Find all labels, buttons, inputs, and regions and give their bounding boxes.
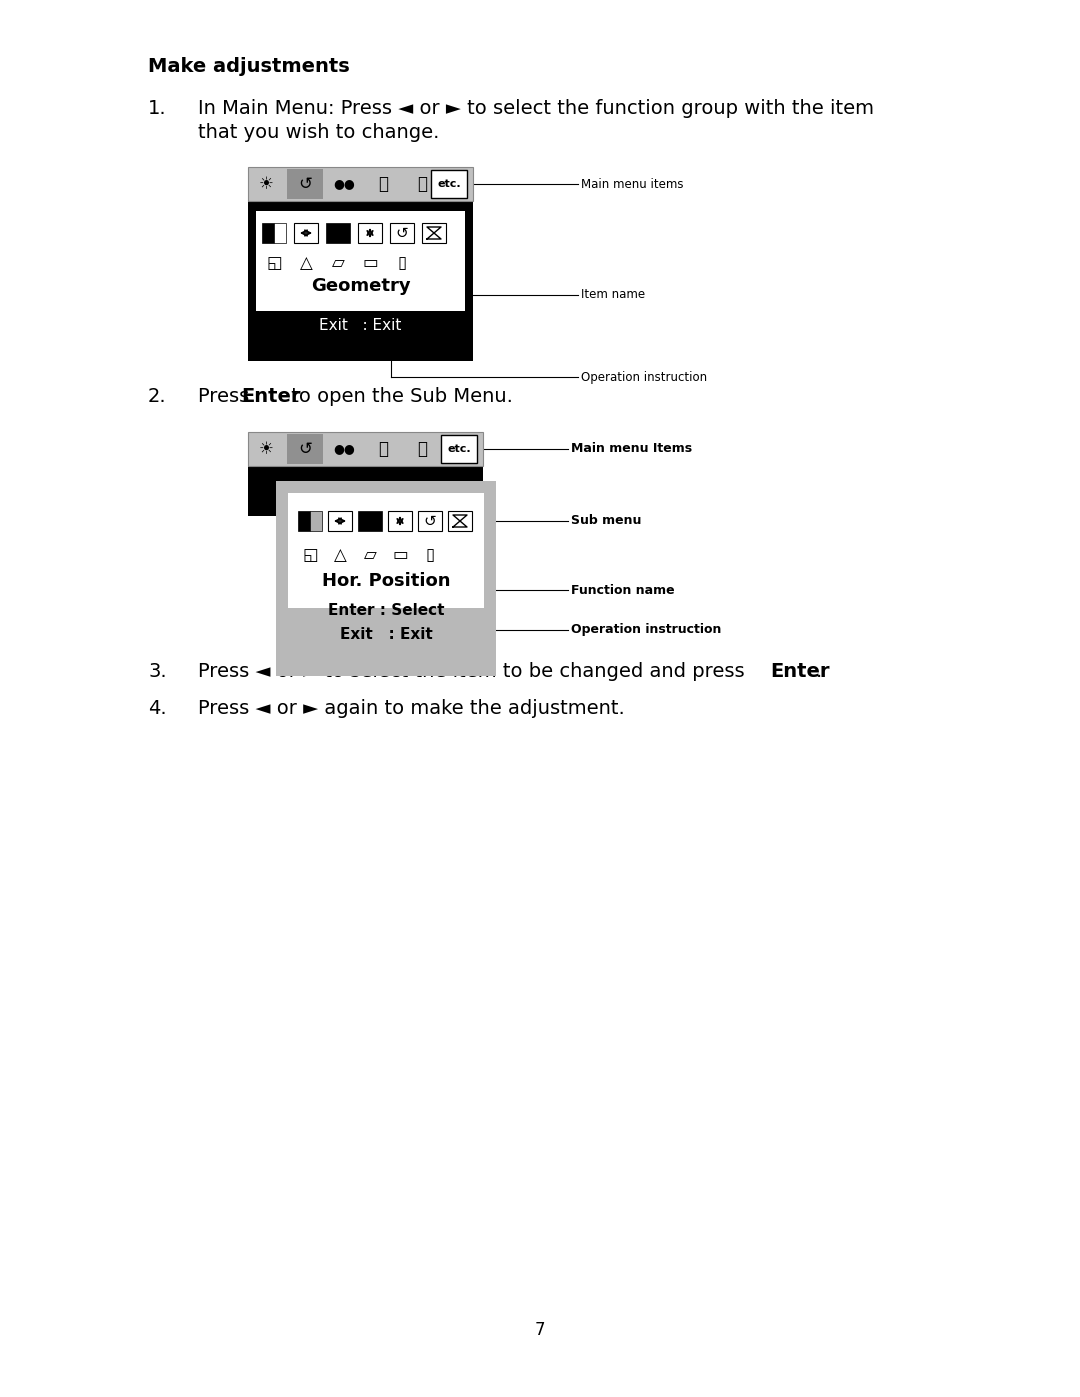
Text: ●●: ●● <box>333 177 355 190</box>
Text: Sub menu: Sub menu <box>571 514 642 528</box>
Text: etc.: etc. <box>447 444 471 454</box>
Text: ▱: ▱ <box>332 254 345 272</box>
Text: In Main Menu: Press ◄ or ► to select the function group with the item: In Main Menu: Press ◄ or ► to select the… <box>198 99 874 117</box>
Text: △: △ <box>299 254 312 272</box>
Text: Press ◄ or ► again to make the adjustment.: Press ◄ or ► again to make the adjustmen… <box>198 698 624 718</box>
Text: Exit   : Exit: Exit : Exit <box>339 627 432 643</box>
Bar <box>274 224 286 243</box>
Text: Geometry: Geometry <box>311 277 410 295</box>
Text: 4.: 4. <box>148 698 166 718</box>
Text: Make adjustments: Make adjustments <box>148 57 350 75</box>
Text: .: . <box>816 662 822 680</box>
Bar <box>288 493 484 608</box>
Text: ▱: ▱ <box>364 546 376 564</box>
Text: ●●: ●● <box>333 443 355 455</box>
Text: 7: 7 <box>535 1322 545 1338</box>
Bar <box>390 224 414 243</box>
Text: to open the Sub Menu.: to open the Sub Menu. <box>285 387 513 407</box>
Bar <box>276 481 496 676</box>
Text: Exit   : Exit: Exit : Exit <box>320 319 402 332</box>
Text: ↺: ↺ <box>298 175 312 193</box>
Text: △: △ <box>334 546 347 564</box>
Text: Operation instruction: Operation instruction <box>571 623 721 637</box>
Text: Enter : Select: Enter : Select <box>309 296 413 312</box>
Bar <box>287 434 323 464</box>
Bar <box>287 169 323 198</box>
Text: ▭: ▭ <box>362 254 378 272</box>
Bar <box>441 434 477 462</box>
Bar <box>357 224 382 243</box>
Text: Main menu items: Main menu items <box>581 177 684 190</box>
Text: 2.: 2. <box>148 387 166 407</box>
Text: Main menu Items: Main menu Items <box>571 443 692 455</box>
Text: ▯: ▯ <box>426 546 434 564</box>
Text: Enter: Enter <box>770 662 829 680</box>
Text: ⏭: ⏭ <box>378 440 388 458</box>
Text: ◱: ◱ <box>302 546 318 564</box>
Bar <box>431 170 467 198</box>
Bar <box>328 511 352 531</box>
Text: Enter : Select: Enter : Select <box>327 604 444 617</box>
Text: ↺: ↺ <box>298 440 312 458</box>
Text: 1.: 1. <box>148 99 166 117</box>
Bar <box>326 224 350 243</box>
Bar <box>422 224 446 243</box>
Text: ▭: ▭ <box>392 546 408 564</box>
Bar <box>294 224 318 243</box>
Text: Hor. Position: Hor. Position <box>322 571 450 590</box>
Text: Enter: Enter <box>241 387 300 407</box>
Text: ↺: ↺ <box>423 514 436 528</box>
Text: Item name: Item name <box>581 289 645 302</box>
Bar <box>256 211 465 312</box>
Text: that you wish to change.: that you wish to change. <box>198 123 440 142</box>
Bar <box>248 432 483 467</box>
Text: 3.: 3. <box>148 662 166 680</box>
Bar <box>418 511 442 531</box>
Text: ☀: ☀ <box>258 175 273 193</box>
Bar <box>298 511 310 531</box>
Bar <box>262 224 274 243</box>
Text: Press: Press <box>198 387 256 407</box>
Bar <box>248 467 483 515</box>
Bar <box>248 201 473 360</box>
Text: Press ◄ or ► to select the item to be changed and press: Press ◄ or ► to select the item to be ch… <box>198 662 751 680</box>
Text: Operation instruction: Operation instruction <box>581 370 707 384</box>
Text: Function name: Function name <box>571 584 675 597</box>
Text: ◱: ◱ <box>266 254 282 272</box>
Text: ▯: ▯ <box>397 254 406 272</box>
Bar <box>310 511 322 531</box>
Text: ☀: ☀ <box>258 440 273 458</box>
Text: ⏭: ⏭ <box>378 175 388 193</box>
Text: Ⓡ: Ⓡ <box>417 440 427 458</box>
Text: etc.: etc. <box>437 179 461 189</box>
Bar <box>248 168 473 201</box>
Text: Ⓡ: Ⓡ <box>417 175 427 193</box>
Bar <box>357 511 382 531</box>
Bar <box>388 511 411 531</box>
Bar <box>448 511 472 531</box>
Text: ↺: ↺ <box>395 225 408 240</box>
